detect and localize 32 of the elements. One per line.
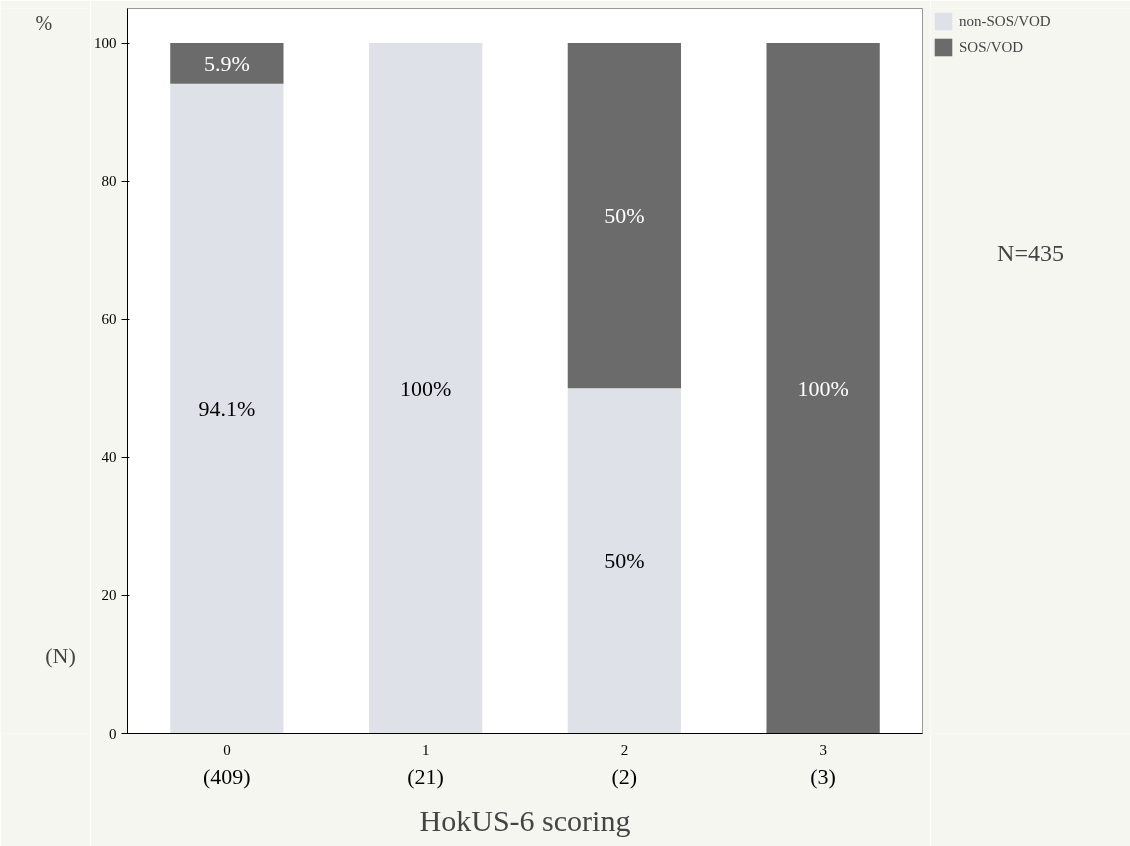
bar — [170, 43, 284, 84]
data-label: 100% — [797, 375, 849, 401]
text: N=435 — [997, 239, 1064, 266]
x-tick-label: 0 — [223, 741, 231, 758]
x-tick-label: 1 — [421, 741, 430, 758]
x-tick-label: 2 — [620, 741, 629, 758]
text: (21) — [407, 763, 444, 789]
y-tick-label: 20 — [101, 587, 117, 604]
x-axis-title: HokUS-6 scoring — [419, 803, 631, 837]
bar — [567, 43, 682, 389]
bar — [170, 83, 284, 734]
text: (2) — [611, 763, 638, 789]
x-tick-label: 3 — [819, 741, 827, 758]
y-tick-label: 60 — [101, 311, 117, 328]
text: (N) — [45, 643, 76, 669]
data-label: 94.1% — [198, 396, 256, 422]
data-label: 50% — [604, 203, 645, 229]
y-tick-label: 40 — [101, 449, 117, 466]
data-label: 5.9% — [203, 50, 250, 76]
y-tick-label: 100 — [94, 35, 117, 52]
text: (409) — [203, 763, 251, 789]
data-label: 50% — [604, 548, 645, 574]
bar — [368, 43, 483, 734]
y-axis-title: % — [35, 12, 53, 35]
legend-label: non-SOS/VOD — [959, 12, 1051, 30]
text: (3) — [810, 763, 836, 789]
bar — [766, 43, 880, 734]
data-label: 100% — [399, 375, 452, 401]
y-tick-label: 80 — [101, 173, 117, 190]
legend-label: SOS/VOD — [959, 38, 1024, 56]
bar — [567, 388, 682, 734]
y-tick-label: 0 — [109, 725, 117, 742]
